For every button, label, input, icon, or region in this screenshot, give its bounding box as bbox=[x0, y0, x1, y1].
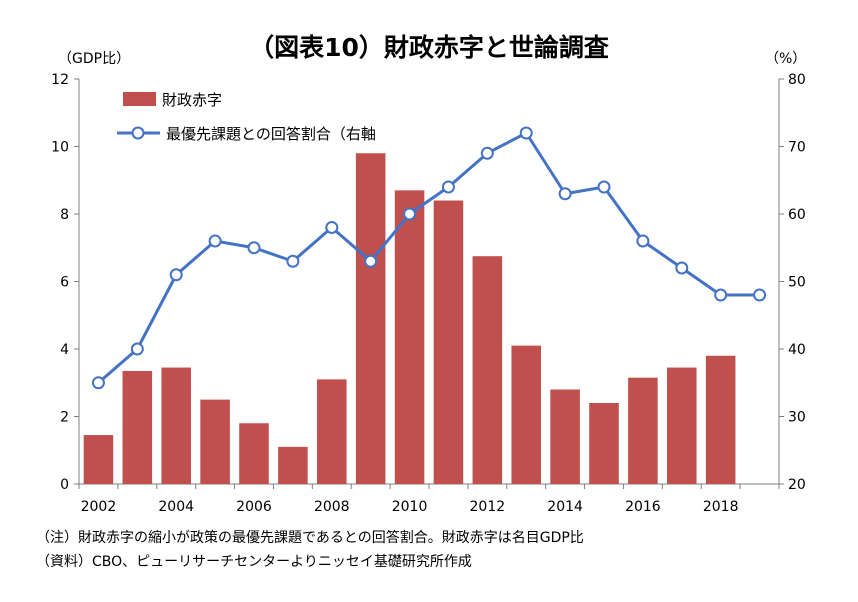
line-point bbox=[753, 288, 767, 302]
right-tick-label: 60 bbox=[788, 207, 806, 223]
x-tick-label: 2006 bbox=[236, 499, 272, 515]
bar-deficit bbox=[83, 435, 114, 484]
bar-deficit bbox=[511, 345, 541, 484]
right-tick-label: 70 bbox=[788, 140, 806, 156]
line-point bbox=[558, 187, 572, 201]
line-point bbox=[636, 234, 650, 248]
line-point bbox=[597, 180, 611, 194]
x-tick-label: 2010 bbox=[392, 499, 428, 515]
legend-bar-label: 財政赤字 bbox=[162, 91, 222, 109]
left-tick-label: 2 bbox=[60, 410, 69, 426]
line-point bbox=[91, 376, 105, 390]
line-point bbox=[675, 261, 689, 275]
left-tick-label: 8 bbox=[60, 207, 69, 223]
line-point bbox=[208, 234, 222, 248]
bar-deficit bbox=[200, 399, 230, 484]
line-point bbox=[247, 241, 261, 255]
line-point bbox=[364, 254, 378, 268]
x-tick-label: 2016 bbox=[625, 499, 661, 515]
line-point bbox=[441, 180, 455, 194]
bar-deficit bbox=[239, 423, 269, 484]
bar-deficit bbox=[705, 355, 736, 484]
bar-deficit bbox=[628, 377, 658, 484]
bar-deficit bbox=[472, 256, 503, 484]
bar-deficit bbox=[317, 379, 347, 484]
bar-deficit bbox=[161, 367, 191, 484]
right-tick-label: 50 bbox=[788, 275, 806, 291]
bar-deficit bbox=[667, 367, 697, 484]
legend-bar-swatch bbox=[123, 92, 156, 106]
left-tick-label: 10 bbox=[51, 140, 69, 156]
right-tick-label: 30 bbox=[788, 410, 806, 426]
bar-deficit bbox=[433, 200, 464, 484]
right-axis-unit: （%） bbox=[765, 51, 807, 67]
line-survey-share bbox=[97, 131, 760, 384]
bar-deficit bbox=[122, 370, 153, 484]
x-tick-label: 2002 bbox=[81, 499, 117, 515]
left-tick-label: 0 bbox=[60, 477, 69, 493]
line-point bbox=[130, 342, 144, 356]
x-tick-label: 2014 bbox=[547, 499, 583, 515]
left-axis-unit: （GDP比） bbox=[58, 51, 131, 67]
line-point bbox=[714, 288, 728, 302]
line-point bbox=[325, 221, 339, 234]
x-tick-label: 2018 bbox=[703, 499, 739, 515]
right-tick-label: 80 bbox=[788, 72, 806, 88]
x-tick-label: 2008 bbox=[314, 499, 350, 515]
bar-deficit bbox=[278, 446, 308, 484]
left-tick-label: 6 bbox=[60, 275, 69, 291]
line-point bbox=[403, 207, 417, 221]
legend-line-label: 最優先課題との回答割合（右軸 bbox=[166, 125, 376, 143]
right-tick-label: 20 bbox=[788, 477, 806, 493]
bar-deficit bbox=[394, 190, 425, 484]
line-point bbox=[519, 126, 533, 140]
footnote: （注）財政赤字の縮小が政策の最優先課題であるとの回答割合。財政赤字は名目GDP比 bbox=[36, 530, 584, 546]
source-note: （資料）CBO、ピューリサーチセンターよりニッセイ基礎研究所作成 bbox=[36, 554, 472, 570]
line-point bbox=[169, 268, 183, 282]
bar-deficit bbox=[589, 403, 619, 484]
line-point bbox=[480, 146, 494, 160]
line-point bbox=[286, 254, 300, 268]
right-tick-label: 40 bbox=[788, 342, 806, 358]
x-tick-label: 2004 bbox=[158, 499, 194, 515]
bar-deficit bbox=[355, 153, 386, 484]
left-tick-label: 12 bbox=[51, 72, 69, 88]
legend-line-marker bbox=[131, 126, 145, 140]
bar-deficit bbox=[550, 389, 580, 484]
left-tick-label: 4 bbox=[60, 342, 69, 358]
chart-title: （図表10）財政赤字と世論調査 bbox=[249, 33, 609, 62]
x-tick-label: 2012 bbox=[470, 499, 506, 515]
